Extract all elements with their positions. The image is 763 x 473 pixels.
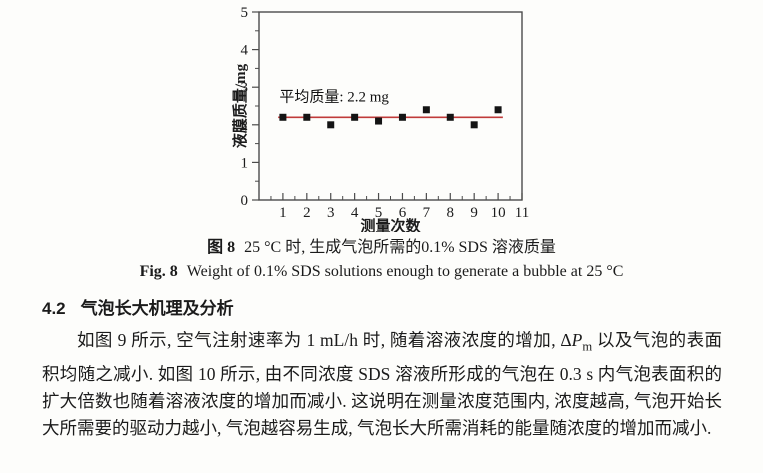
data-point (351, 113, 359, 121)
y-tick-label: 1 (241, 155, 249, 171)
section-title: 气泡长大机理及分析 (80, 299, 234, 318)
x-tick-label: 11 (515, 205, 529, 221)
y-tick-label: 3 (241, 80, 249, 96)
body-paragraph: 如图 9 所示, 空气注射速率为 1 mL/h 时, 随着溶液浓度的增加, ΔP… (42, 327, 722, 442)
section-number: 4.2 (42, 299, 66, 318)
data-point (470, 121, 478, 129)
x-tick-label: 3 (327, 205, 335, 221)
figure-caption-en-text: Weight of 0.1% SDS solutions enough to g… (186, 263, 624, 280)
figure-caption-zh: 图 8 25 °C 时, 生成气泡所需的0.1% SDS 溶液质量 (0, 237, 763, 259)
pressure-subscript: m (582, 339, 593, 354)
delta-symbol: Δ (560, 330, 572, 350)
y-tick-label: 0 (241, 193, 249, 209)
figure-caption-en: Fig. 8 Weight of 0.1% SDS solutions enoug… (0, 261, 763, 283)
data-point (422, 106, 430, 114)
y-tick-label: 4 (241, 43, 249, 59)
x-tick-label: 2 (303, 205, 311, 221)
mean-annotation: 平均质量: 2.2 mg (279, 88, 389, 105)
x-tick-label: 8 (447, 205, 455, 221)
pressure-symbol: P (571, 330, 583, 350)
y-tick-label: 5 (241, 5, 249, 21)
figure-8: 0 1 2 3 4 5 1 2 3 4 5 6 7 8 9 10 11 平均质量: 2.2 mg 液膜质量/mg 测量… (0, 5, 763, 283)
figure-caption-zh-label: 图 8 (207, 239, 236, 256)
data-point (375, 117, 383, 125)
figure-caption-en-label: Fig. 8 (139, 263, 178, 280)
x-tick-label: 5 (375, 205, 383, 221)
x-tick-label: 7 (423, 205, 431, 221)
paragraph-text-1: 如图 9 所示, 空气注射速率为 1 mL/h 时, 随着溶液浓度的增加, (77, 330, 561, 350)
plot-frame (258, 11, 523, 201)
x-tick-label: 4 (351, 205, 359, 221)
x-tick-label: 1 (279, 205, 287, 221)
data-point (279, 113, 287, 121)
data-point (327, 121, 335, 129)
y-axis-label: 液膜质量/mg (231, 63, 249, 148)
data-point (398, 113, 406, 121)
figure-caption-zh-text: 25 °C 时, 生成气泡所需的0.1% SDS 溶液质量 (244, 239, 556, 256)
y-tick-label: 2 (241, 118, 249, 134)
x-tick-label: 9 (470, 205, 478, 221)
data-point (303, 113, 311, 121)
data-point (446, 113, 454, 121)
paragraph-text-2: 以及气泡的表面积均随之减小. 如图 10 所示, 由不同浓度 SDS 溶液所形成… (42, 330, 722, 438)
data-point (494, 106, 502, 114)
x-axis-label: 测量次数 (360, 217, 421, 232)
x-tick-label: 10 (491, 205, 506, 221)
section-heading: 4.2 气泡长大机理及分析 (42, 298, 723, 320)
x-tick-label: 6 (399, 205, 407, 221)
